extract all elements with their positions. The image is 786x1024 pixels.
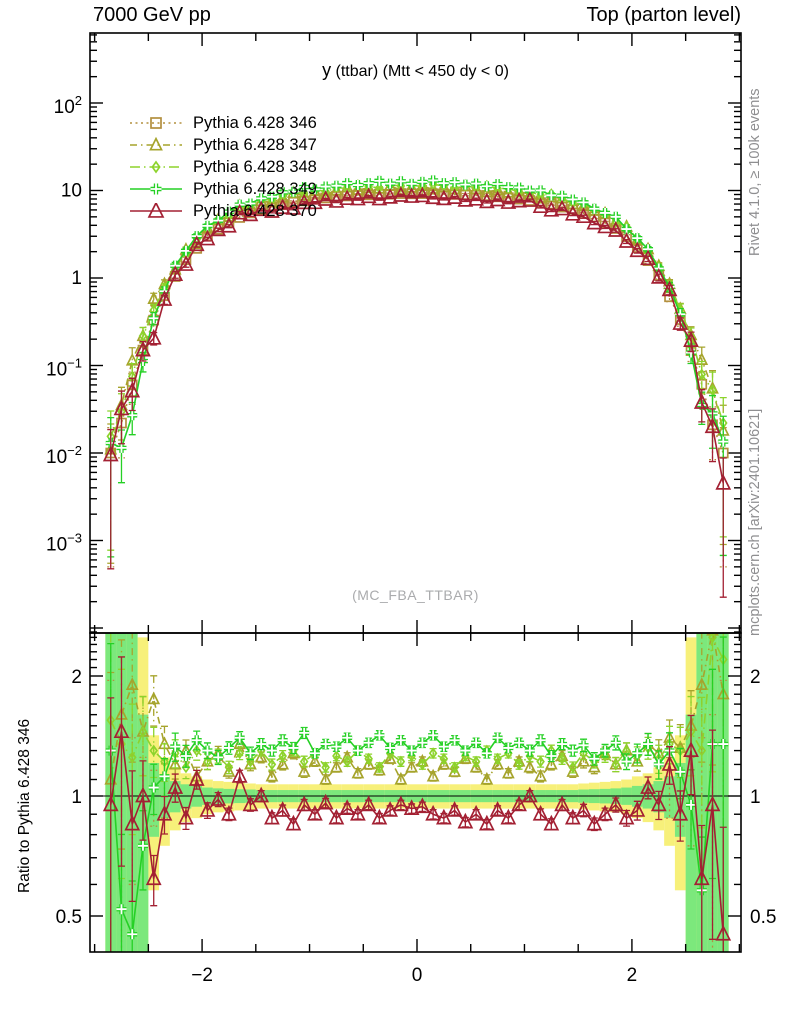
- svg-text:10: 10: [61, 181, 82, 202]
- legend-swatch-solid-plus-icon: [130, 183, 182, 195]
- series-pythia-6.428-349: [105, 175, 729, 558]
- legend-label: Pythia 6.428 348: [193, 157, 317, 176]
- axis-tick-labels: 102 10 1 10−1 10−2 10−3 2 2 1 1 0.5 0.5 −2 0 2: [46, 93, 776, 986]
- axis-ticks: [90, 33, 741, 952]
- svg-text:−2: −2: [191, 965, 213, 986]
- legend-swatch-dashdot-triangle-icon: [130, 137, 182, 151]
- svg-text:0: 0: [412, 965, 423, 986]
- main-series: [102, 175, 732, 598]
- legend-label: Pythia 6.428 346: [193, 113, 317, 132]
- legend: Pythia 6.428 346 Pythia 6.428 347 Pythia…: [128, 112, 317, 222]
- observable-symbol: y: [322, 60, 332, 80]
- series-pythia-6.428-370: [102, 186, 732, 598]
- ratio-axis-label: Ratio to Pythia 6.428 346: [16, 718, 33, 893]
- svg-text:2: 2: [750, 667, 761, 688]
- ratio-panel-frame: [89, 632, 742, 953]
- legend-label: Pythia 6.428 349: [193, 179, 317, 198]
- legend-row: Pythia 6.428 349: [128, 178, 317, 200]
- legend-row: Pythia 6.428 348: [128, 156, 317, 178]
- svg-text:2: 2: [627, 965, 638, 986]
- legend-row: Pythia 6.428 347: [128, 134, 317, 156]
- svg-text:10−1: 10−1: [46, 356, 82, 381]
- observable-title: y (ttbar) (Mtt < 450 dy < 0): [90, 60, 741, 81]
- legend-row: Pythia 6.428 370: [128, 200, 317, 222]
- observable-cuts: (ttbar) (Mtt < 450 dy < 0): [331, 63, 509, 80]
- svg-text:0.5: 0.5: [56, 907, 82, 928]
- legend-label: Pythia 6.428 370: [193, 201, 317, 220]
- svg-text:1: 1: [71, 268, 82, 289]
- mcplots-reference-note: mcplots.cern.ch [arXiv:2401.10621]: [747, 408, 763, 636]
- svg-text:102: 102: [54, 93, 82, 118]
- ratio-uncertainty-bands: [105, 633, 729, 952]
- rivet-version-note: Rivet 4.1.0, ≥ 100k events: [747, 88, 763, 256]
- svg-text:1: 1: [71, 787, 82, 808]
- legend-label: Pythia 6.428 347: [193, 135, 317, 154]
- legend-row: Pythia 6.428 346: [128, 112, 317, 134]
- svg-text:2: 2: [71, 667, 82, 688]
- process-title: Top (parton level): [586, 4, 741, 26]
- analysis-watermark: (MC_FBA_TTBAR): [352, 587, 479, 603]
- svg-text:1: 1: [750, 787, 761, 808]
- legend-swatch-solid-triangle-icon: [130, 203, 182, 218]
- ratio-series: [90, 633, 741, 952]
- svg-text:10−3: 10−3: [46, 531, 82, 556]
- legend-swatch-dashdot-diamond-icon: [130, 160, 182, 174]
- legend-swatch-dotted-square-icon: [130, 117, 182, 129]
- beam-energy-title: 7000 GeV pp: [93, 4, 211, 26]
- svg-text:10−2: 10−2: [46, 443, 82, 468]
- svg-text:0.5: 0.5: [750, 907, 776, 928]
